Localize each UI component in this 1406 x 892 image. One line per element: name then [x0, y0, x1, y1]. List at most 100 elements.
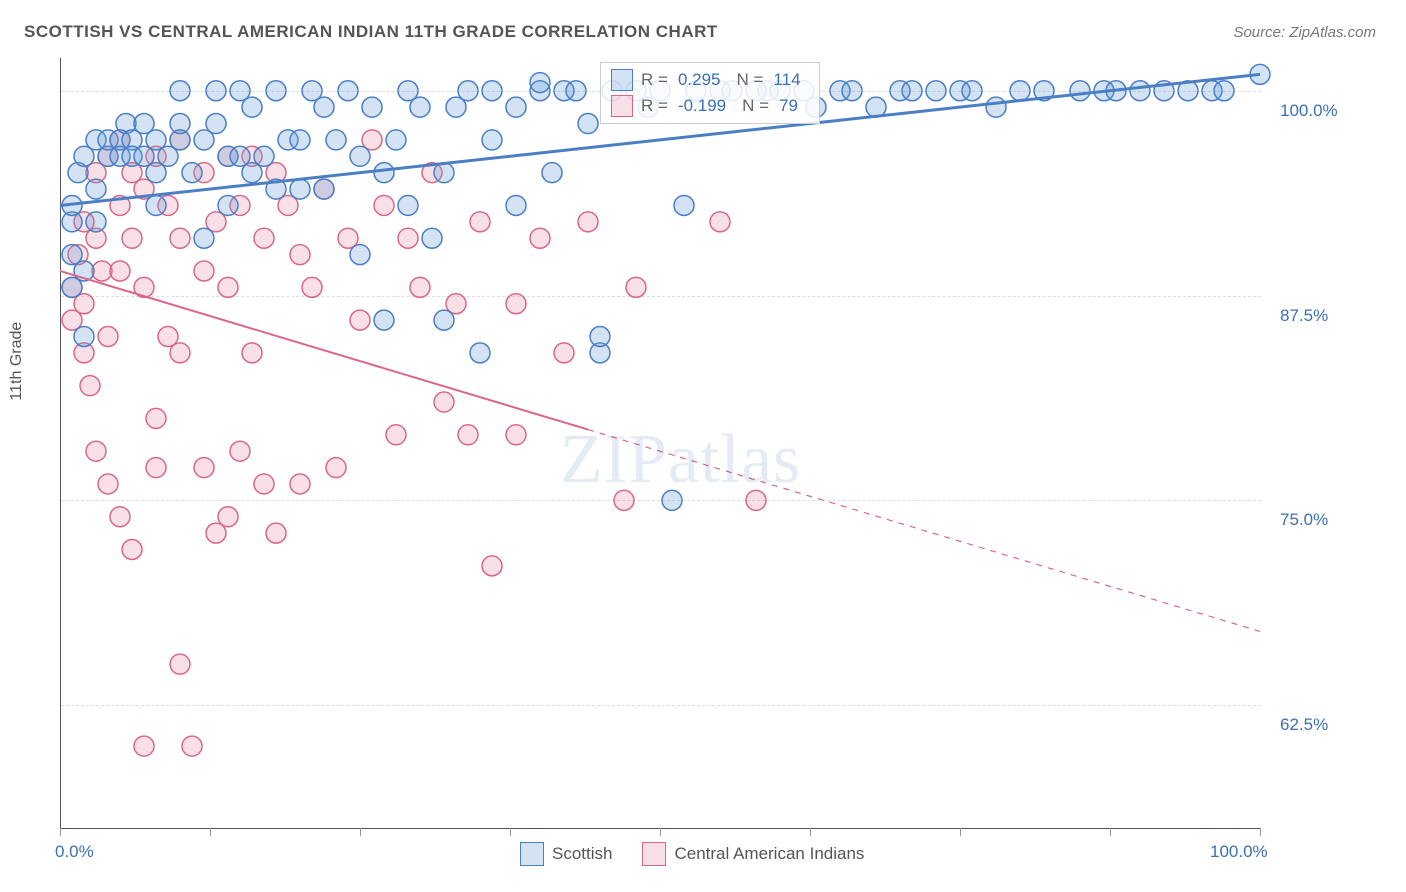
data-point: [506, 195, 526, 215]
x-tick: [960, 828, 961, 836]
legend-item-scottish: Scottish: [520, 842, 612, 866]
data-point: [230, 441, 250, 461]
data-point: [218, 195, 238, 215]
data-point: [482, 556, 502, 576]
data-point: [350, 146, 370, 166]
data-point: [134, 736, 154, 756]
data-point: [290, 130, 310, 150]
data-point: [86, 179, 106, 199]
data-point: [458, 81, 478, 101]
data-point: [470, 343, 490, 363]
data-point: [74, 327, 94, 347]
x-tick: [510, 828, 511, 836]
cai-swatch-icon: [611, 95, 633, 117]
data-point: [350, 245, 370, 265]
data-point: [146, 195, 166, 215]
y-tick-label: 62.5%: [1280, 715, 1328, 735]
data-point: [578, 114, 598, 134]
data-point: [242, 343, 262, 363]
legend: Scottish Central American Indians: [520, 842, 864, 866]
data-point: [746, 490, 766, 510]
data-point: [218, 507, 238, 527]
data-point: [374, 163, 394, 183]
data-point: [122, 539, 142, 559]
data-point: [398, 228, 418, 248]
data-point: [182, 736, 202, 756]
data-point: [1214, 81, 1234, 101]
stats-row-scottish: R = 0.295 N = 114: [611, 67, 809, 93]
data-point: [266, 81, 286, 101]
data-point: [110, 261, 130, 281]
data-point: [290, 179, 310, 199]
data-point: [986, 97, 1006, 117]
data-point: [710, 212, 730, 232]
data-point: [206, 81, 226, 101]
data-point: [350, 310, 370, 330]
data-point: [362, 97, 382, 117]
stats-box: R = 0.295 N = 114 R = -0.199 N = 79: [600, 62, 820, 124]
data-point: [146, 458, 166, 478]
data-point: [170, 81, 190, 101]
data-point: [110, 507, 130, 527]
data-point: [410, 277, 430, 297]
y-axis-title: 11th Grade: [8, 322, 26, 401]
data-point: [578, 212, 598, 232]
x-tick: [1110, 828, 1111, 836]
y-tick-label: 100.0%: [1280, 101, 1338, 121]
data-point: [254, 474, 274, 494]
source-label: Source: ZipAtlas.com: [1233, 24, 1376, 41]
data-point: [398, 195, 418, 215]
y-tick-label: 87.5%: [1280, 306, 1328, 326]
data-point: [434, 392, 454, 412]
data-point: [506, 97, 526, 117]
data-point: [92, 261, 112, 281]
data-point: [482, 130, 502, 150]
data-point: [386, 425, 406, 445]
data-point: [302, 277, 322, 297]
scottish-swatch-icon: [611, 69, 633, 91]
chart-canvas: [60, 58, 1260, 828]
x-tick: [360, 828, 361, 836]
data-point: [266, 523, 286, 543]
r-label: R =: [641, 96, 668, 116]
data-point: [662, 490, 682, 510]
data-point: [86, 441, 106, 461]
n-label: N =: [742, 96, 769, 116]
data-point: [590, 327, 610, 347]
data-point: [1070, 81, 1090, 101]
scottish-r-value: 0.295: [678, 70, 721, 90]
stats-row-cai: R = -0.199 N = 79: [611, 93, 809, 119]
x-tick: [810, 828, 811, 836]
data-point: [314, 179, 334, 199]
data-point: [482, 81, 502, 101]
cai-legend-icon: [642, 842, 666, 866]
data-point: [170, 114, 190, 134]
cai-r-value: -0.199: [678, 96, 726, 116]
data-point: [470, 212, 490, 232]
data-point: [962, 81, 982, 101]
data-point: [614, 490, 634, 510]
data-point: [218, 277, 238, 297]
data-point: [674, 195, 694, 215]
trend-line: [60, 271, 588, 430]
data-point: [170, 654, 190, 674]
data-point: [410, 97, 430, 117]
data-point: [98, 327, 118, 347]
data-point: [146, 408, 166, 428]
data-point: [254, 228, 274, 248]
data-point: [326, 130, 346, 150]
data-point: [254, 146, 274, 166]
data-point: [626, 277, 646, 297]
data-point: [182, 163, 202, 183]
data-point: [290, 245, 310, 265]
data-point: [926, 81, 946, 101]
x-tick: [1260, 828, 1261, 836]
data-point: [194, 228, 214, 248]
legend-item-cai: Central American Indians: [642, 842, 864, 866]
data-point: [194, 261, 214, 281]
data-point: [206, 114, 226, 134]
data-point: [314, 97, 334, 117]
data-point: [122, 228, 142, 248]
data-point: [530, 228, 550, 248]
data-point: [902, 81, 922, 101]
